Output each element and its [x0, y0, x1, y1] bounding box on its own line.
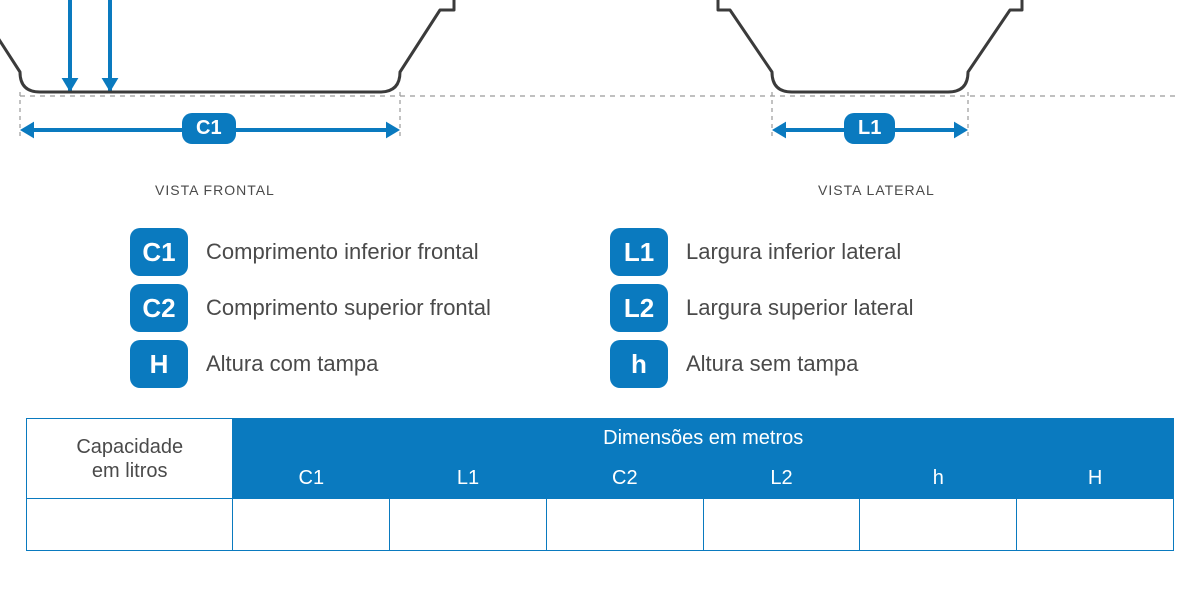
table-head: Capacidade em litros Dimensões em metros…: [27, 419, 1174, 499]
legend-badge: C2: [130, 284, 188, 332]
view-label-side: VISTA LATERAL: [818, 182, 935, 198]
legend-row: H Altura com tampa: [130, 340, 610, 388]
legend-badge: L1: [610, 228, 668, 276]
table-column-header: C2: [546, 459, 703, 499]
table-column-header: L1: [390, 459, 547, 499]
table-cell: [860, 499, 1017, 551]
legend-row: h Altura sem tampa: [610, 340, 1090, 388]
legend-badge: C1: [130, 228, 188, 276]
table-cell: [1017, 499, 1174, 551]
table-rowhead: Capacidade em litros: [27, 419, 233, 499]
legend-row: C1 Comprimento inferior frontal: [130, 228, 610, 276]
view-label-front: VISTA FRONTAL: [155, 182, 275, 198]
legend-column-right: L1 Largura inferior lateral L2 Largura supe…: [610, 220, 1090, 396]
dimension-pill-l1: L1: [844, 113, 895, 144]
table-grouphead: Dimensões em metros: [233, 419, 1174, 459]
table-column-header: L2: [703, 459, 860, 499]
legend-badge: H: [130, 340, 188, 388]
table-column-header: C1: [233, 459, 390, 499]
legend-text: Altura sem tampa: [686, 351, 858, 377]
table-row: [27, 499, 1174, 551]
dimension-pill-c1: C1: [182, 113, 236, 144]
table-body: [27, 499, 1174, 551]
table-cell: [233, 499, 390, 551]
table-cell: [703, 499, 860, 551]
legend-row: C2 Comprimento superior frontal: [130, 284, 610, 332]
legend-text: Largura superior lateral: [686, 295, 913, 321]
table-column-header: H: [1017, 459, 1174, 499]
table-column-header: h: [860, 459, 1017, 499]
dimensions-table: Capacidade em litros Dimensões em metros…: [26, 418, 1174, 551]
legend-row: L2 Largura superior lateral: [610, 284, 1090, 332]
diagram-area: C1 L1 VISTA FRONTAL VISTA LATERAL: [0, 0, 1200, 210]
legend-text: Largura inferior lateral: [686, 239, 901, 265]
rowhead-line2: em litros: [92, 460, 168, 482]
legend-badge: L2: [610, 284, 668, 332]
legend-text: Comprimento superior frontal: [206, 295, 491, 321]
legend-text: Comprimento inferior frontal: [206, 239, 479, 265]
legend-row: L1 Largura inferior lateral: [610, 228, 1090, 276]
legend-badge: h: [610, 340, 668, 388]
diagram-svg: [0, 0, 1200, 210]
table-cell: [546, 499, 703, 551]
legend: C1 Comprimento inferior frontal C2 Comprime…: [0, 210, 1200, 406]
rowhead-line1: Capacidade: [76, 436, 183, 458]
legend-text: Altura com tampa: [206, 351, 378, 377]
legend-column-left: C1 Comprimento inferior frontal C2 Comprime…: [130, 220, 610, 396]
table-cell: [27, 499, 233, 551]
table-cell: [390, 499, 547, 551]
